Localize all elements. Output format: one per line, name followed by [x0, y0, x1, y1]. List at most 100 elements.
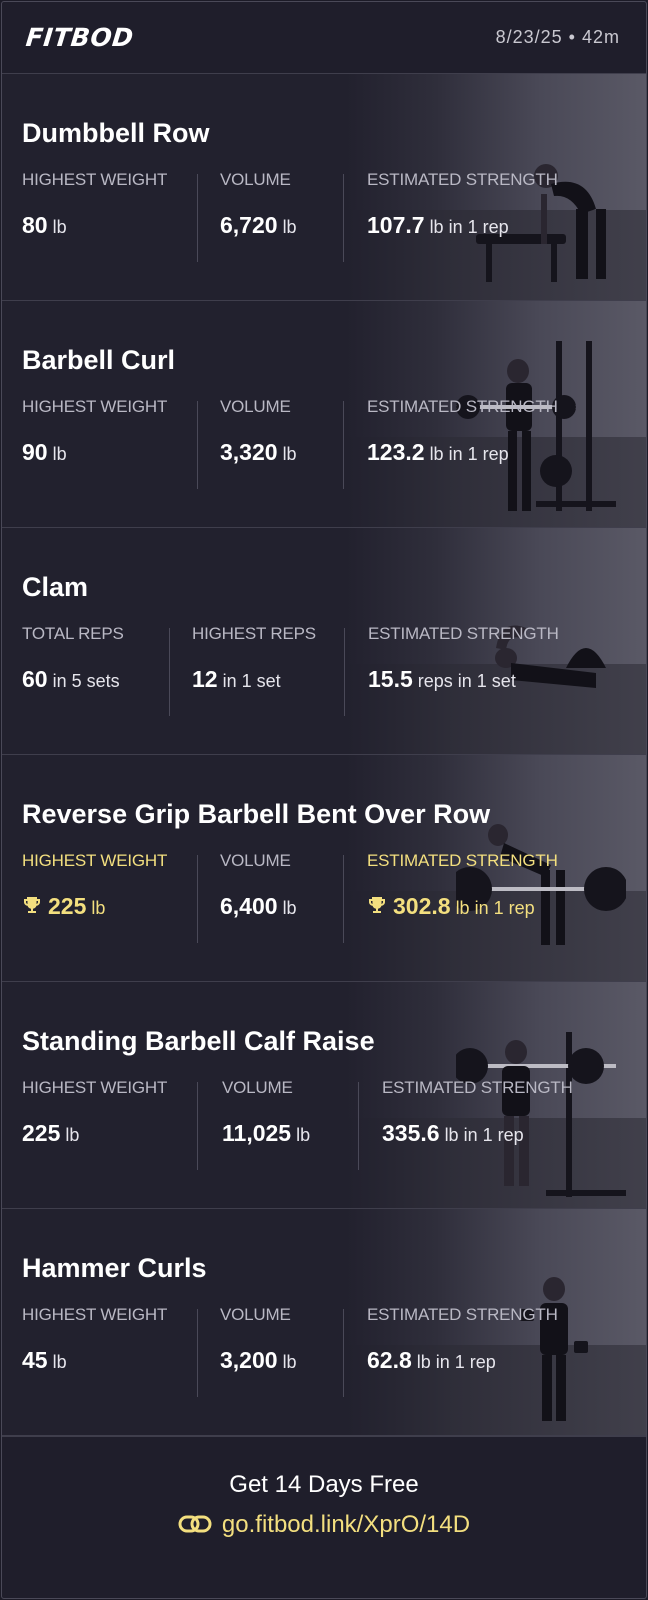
exercise-card-dumbbell-row[interactable]: Dumbbell Row HIGHEST WEIGHT 80 lb VOLUME …: [2, 74, 646, 301]
stat-value: 107.7: [367, 212, 425, 238]
stat-volume: VOLUME 6,720 lb: [220, 170, 297, 260]
exercise-image-dumbbell-row: [476, 164, 606, 282]
session-info: 8/23/25 • 42m: [495, 27, 620, 47]
stat-unit: lb: [296, 1125, 311, 1145]
stat-volume: VOLUME 11,025 lb: [222, 1078, 310, 1168]
exercise-image-reverse-grip-row: [456, 824, 626, 945]
exercise-title: Hammer Curls: [22, 1253, 207, 1283]
stat-label: VOLUME: [220, 397, 291, 416]
stat-value: 90: [22, 439, 48, 465]
stat-unit: in 1 set: [222, 671, 281, 691]
cta-text: Get 14 Days Free: [229, 1471, 419, 1498]
stat-label: HIGHEST WEIGHT: [22, 397, 168, 416]
stat-estimated-strength: ESTIMATED STRENGTH 15.5 reps in 1 set: [368, 624, 559, 714]
stat-label: HIGHEST WEIGHT: [22, 170, 168, 189]
stat-unit: lb in 1 rep: [444, 1125, 524, 1145]
stat-label: HIGHEST WEIGHT: [22, 851, 168, 870]
stat-value: 80: [22, 212, 48, 238]
stat-estimated-strength: ESTIMATED STRENGTH 107.7 lb in 1 rep: [367, 170, 558, 260]
stat-highest-weight: HIGHEST WEIGHT 90 lb: [22, 397, 167, 487]
stat-label: ESTIMATED STRENGTH: [367, 1305, 558, 1324]
exercise-title: Clam: [22, 572, 89, 602]
stat-volume: VOLUME 3,320 lb: [220, 397, 297, 487]
stat-value: 6,400: [220, 893, 278, 919]
fitbod-logo: FITBOD: [24, 23, 136, 52]
stat-value: 225: [48, 893, 87, 919]
link-icon: [178, 1515, 212, 1533]
trophy-icon: [24, 897, 40, 913]
stat-highest-weight: HIGHEST WEIGHT 225 lb: [22, 851, 167, 941]
exercise-card-barbell-curl[interactable]: Barbell Curl HIGHEST WEIGHT 90 lb VOLUME …: [2, 301, 646, 528]
stat-value: 302.8: [393, 893, 451, 919]
stat-highest-weight: HIGHEST WEIGHT 80 lb: [22, 170, 167, 260]
stat-label: TOTAL REPS: [22, 624, 124, 643]
stat-label: ESTIMATED STRENGTH: [367, 851, 558, 870]
stat-unit: lb: [65, 1125, 80, 1145]
exercise-title: Standing Barbell Calf Raise: [22, 1026, 375, 1056]
stat-unit: lb: [91, 898, 106, 918]
stat-label: VOLUME: [220, 851, 291, 870]
referral-link[interactable]: go.fitbod.link/XprO/14D: [2, 1511, 646, 1539]
stat-unit: lb in 1 rep: [429, 217, 509, 237]
footer: Get 14 Days Free go.fitbod.link/XprO/14D: [2, 1436, 646, 1598]
exercise-card-standing-calf-raise[interactable]: Standing Barbell Calf Raise HIGHEST WEIG…: [2, 982, 646, 1209]
exercise-image-hammer-curls: [520, 1277, 588, 1421]
stat-value: 60: [22, 666, 48, 692]
stat-total-reps: TOTAL REPS 60 in 5 sets: [22, 624, 124, 714]
exercise-title: Dumbbell Row: [22, 118, 210, 148]
stat-value: 3,320: [220, 439, 278, 465]
stat-value: 123.2: [367, 439, 425, 465]
exercise-image-standing-calf-raise: [456, 1032, 626, 1197]
stat-label: ESTIMATED STRENGTH: [368, 624, 559, 643]
exercise-card-hammer-curls[interactable]: Hammer Curls HIGHEST WEIGHT 45 lb VOLUME …: [2, 1209, 646, 1436]
exercise-image-barbell-curl: [456, 341, 616, 511]
stat-unit: lb: [282, 898, 297, 918]
stat-unit: reps in 1 set: [417, 671, 516, 691]
exercise-title: Barbell Curl: [22, 345, 176, 375]
stat-unit: lb in 1 rep: [455, 898, 535, 918]
stat-value: 3,200: [220, 1347, 278, 1373]
stat-unit: in 5 sets: [52, 671, 120, 691]
stat-highest-weight: HIGHEST WEIGHT 225 lb: [22, 1078, 167, 1168]
stat-unit: lb: [52, 444, 67, 464]
stat-highest-reps: HIGHEST REPS 12 in 1 set: [192, 624, 316, 714]
stat-unit: lb in 1 rep: [429, 444, 509, 464]
stat-label: VOLUME: [222, 1078, 293, 1097]
stat-unit: lb in 1 rep: [416, 1352, 496, 1372]
stat-value: 45: [22, 1347, 48, 1373]
stat-label: VOLUME: [220, 1305, 291, 1324]
stat-unit: lb: [282, 217, 297, 237]
trophy-icon: [369, 897, 385, 913]
stat-volume: VOLUME 3,200 lb: [220, 1305, 297, 1395]
stat-value: 335.6: [382, 1120, 440, 1146]
stat-value: 6,720: [220, 212, 278, 238]
stat-estimated-strength: ESTIMATED STRENGTH 62.8 lb in 1 rep: [367, 1305, 558, 1395]
referral-link-text[interactable]: go.fitbod.link/XprO/14D: [221, 1511, 471, 1538]
stat-value: 11,025: [222, 1120, 292, 1146]
stat-value: 62.8: [367, 1347, 412, 1373]
stat-value: 15.5: [368, 666, 413, 692]
stat-label: HIGHEST REPS: [192, 624, 316, 643]
exercise-title: Reverse Grip Barbell Bent Over Row: [22, 799, 491, 829]
stat-label: HIGHEST WEIGHT: [22, 1078, 168, 1097]
stat-label: HIGHEST WEIGHT: [22, 1305, 168, 1324]
stat-value: 225: [22, 1120, 61, 1146]
exercise-card-clam[interactable]: Clam TOTAL REPS 60 in 5 sets HIGHEST REPS…: [2, 528, 646, 755]
stat-estimated-strength: ESTIMATED STRENGTH 302.8 lb in 1 rep: [367, 851, 558, 941]
stat-unit: lb: [52, 217, 67, 237]
header: FITBOD 8/23/25 • 42m: [2, 2, 646, 74]
stat-label: ESTIMATED STRENGTH: [382, 1078, 573, 1097]
stat-unit: lb: [282, 444, 297, 464]
stat-unit: lb: [52, 1352, 67, 1372]
exercise-card-reverse-grip-row[interactable]: Reverse Grip Barbell Bent Over Row HIGHE…: [2, 755, 646, 982]
stat-label: VOLUME: [220, 170, 291, 189]
stat-unit: lb: [282, 1352, 297, 1372]
stat-value: 12: [192, 666, 218, 692]
stat-volume: VOLUME 6,400 lb: [220, 851, 297, 941]
stat-label: ESTIMATED STRENGTH: [367, 397, 558, 416]
stat-highest-weight: HIGHEST WEIGHT 45 lb: [22, 1305, 167, 1395]
stat-estimated-strength: ESTIMATED STRENGTH 123.2 lb in 1 rep: [367, 397, 558, 487]
stat-label: ESTIMATED STRENGTH: [367, 170, 558, 189]
stat-estimated-strength: ESTIMATED STRENGTH 335.6 lb in 1 rep: [382, 1078, 573, 1168]
